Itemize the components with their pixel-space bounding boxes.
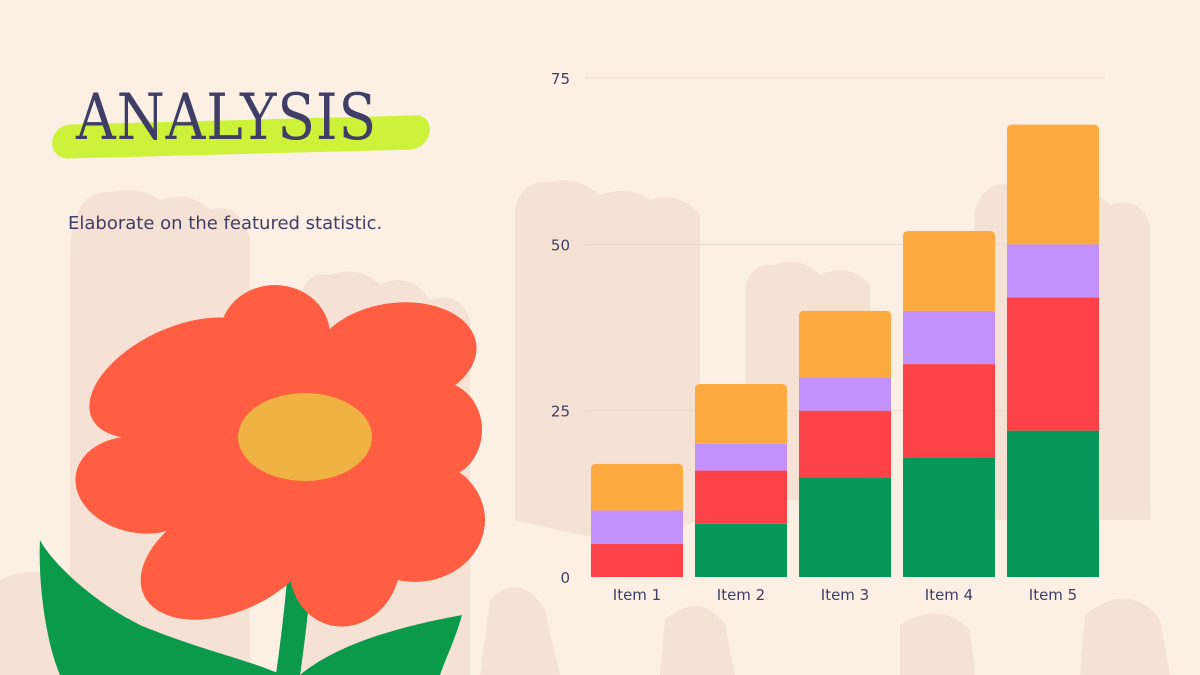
page-title: ANALYSIS xyxy=(76,81,378,155)
y-tick-label: 0 xyxy=(560,569,570,587)
x-tick-label: Item 2 xyxy=(717,586,765,604)
x-tick-label: Item 5 xyxy=(1029,586,1077,604)
y-tick-label: 75 xyxy=(551,70,570,88)
bar-segment xyxy=(590,510,684,544)
x-tick-label: Item 4 xyxy=(925,586,973,604)
bar-segment xyxy=(798,310,892,378)
x-tick-label: Item 3 xyxy=(821,586,869,604)
title-block: ANALYSIS xyxy=(51,78,442,160)
y-tick-label: 50 xyxy=(551,236,570,254)
bar-segment xyxy=(1006,244,1100,298)
bar-segment xyxy=(902,364,996,458)
bar-segment xyxy=(694,384,788,444)
bar-segment xyxy=(1006,430,1100,577)
page-subtitle: Elaborate on the featured statistic. xyxy=(68,213,383,234)
bar-segment xyxy=(694,523,788,577)
bar-segment xyxy=(798,410,892,478)
stacked-bar-chart: 0 25 50 75 Item 1 Item 2 Item 3 Item 4 Item 5 xyxy=(551,70,1105,604)
y-tick-label: 25 xyxy=(551,403,570,421)
flower-leaf-right xyxy=(300,615,462,675)
flower-center xyxy=(238,393,372,481)
bar-segment xyxy=(902,310,996,365)
bar-segment xyxy=(1006,124,1100,245)
bar-segment xyxy=(694,470,788,524)
bar-segment xyxy=(798,377,892,411)
bar-segment xyxy=(902,457,996,577)
bar-segment xyxy=(590,463,684,511)
x-tick-label: Item 1 xyxy=(613,586,661,604)
bar-segment xyxy=(902,231,996,311)
bar-segment xyxy=(694,443,788,471)
bar-segment xyxy=(1006,297,1100,431)
bar-segment xyxy=(590,543,684,577)
bar-segment xyxy=(798,477,892,577)
flower-leaf-left xyxy=(39,540,282,675)
